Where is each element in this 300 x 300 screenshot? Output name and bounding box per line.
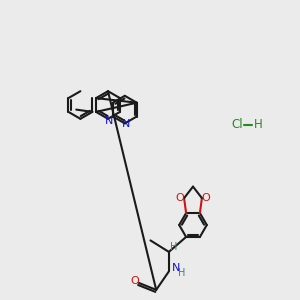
Text: O: O xyxy=(176,193,184,203)
Text: Cl: Cl xyxy=(231,118,243,131)
Text: N: N xyxy=(105,116,113,126)
Text: O: O xyxy=(202,193,210,203)
Text: H: H xyxy=(254,118,262,131)
Text: N: N xyxy=(122,119,130,129)
Text: O: O xyxy=(130,276,139,286)
Text: H: H xyxy=(170,242,178,252)
Text: N: N xyxy=(172,263,180,274)
Text: H: H xyxy=(178,268,185,278)
